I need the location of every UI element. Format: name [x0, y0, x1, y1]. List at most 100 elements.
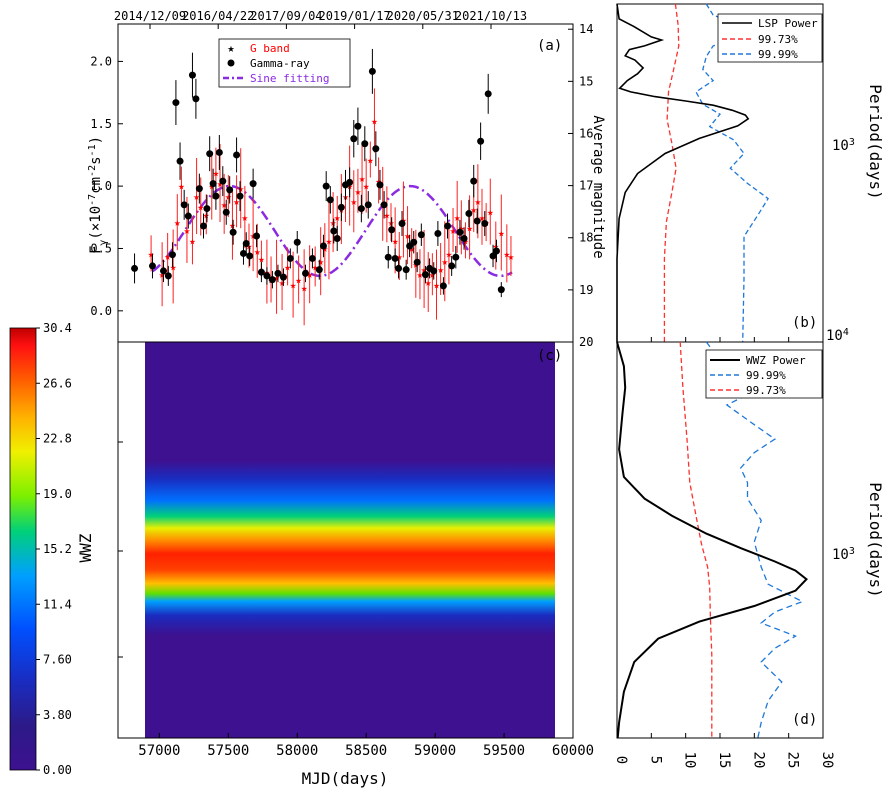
gband-point: ★: [213, 167, 220, 180]
gband-point: ★: [371, 114, 378, 127]
gamma-point: [398, 220, 406, 228]
gamma-point: [263, 272, 271, 280]
gamma-point: [226, 186, 234, 194]
wwz-heatmap: [145, 342, 555, 738]
gamma-point: [209, 180, 217, 188]
right-tick-label: 20: [579, 335, 593, 349]
gband-point: ★: [164, 250, 171, 263]
gamma-ray-series: [131, 48, 505, 298]
panel-d-x-tick-label: 10: [682, 752, 698, 769]
gband-point: ★: [425, 276, 432, 289]
mjd-tick-label: 59000: [414, 743, 456, 759]
colorbar-tick-label: 22.8: [43, 432, 72, 446]
gband-point: ★: [417, 268, 424, 281]
top-tick-label: 2021/10/13: [455, 9, 527, 23]
c9973-line: [663, 3, 680, 342]
gamma-point: [308, 254, 316, 262]
gband-point: ★: [290, 279, 297, 292]
gamma-point: [131, 264, 139, 272]
gamma-point: [199, 222, 207, 230]
gband-point: ★: [392, 234, 399, 247]
gamma-point: [253, 232, 261, 240]
top-date-axis: 2014/12/092016/04/222017/09/042019/01/17…: [114, 9, 527, 29]
gamma-point: [322, 182, 330, 190]
gband-point: ★: [400, 213, 407, 226]
gamma-point: [357, 205, 365, 213]
gband-point: ★: [197, 200, 204, 213]
gband-point: ★: [450, 224, 457, 237]
gband-point: ★: [334, 211, 341, 224]
left-tick-label: 0.5: [90, 241, 112, 255]
gamma-point: [246, 252, 254, 260]
gamma-point: [160, 267, 167, 275]
gamma-point: [492, 247, 500, 255]
gamma-point: [430, 267, 438, 275]
colorbar-ticks: 0.00 3.80 7.60 11.4 15.2 19.0 22.8 26.6 30.4: [36, 321, 72, 777]
gband-point: ★: [355, 185, 362, 198]
panel-d-x-tick-label: 25: [785, 752, 801, 769]
gband-point: ★: [273, 271, 280, 284]
legend-gamma: Gamma-ray: [250, 57, 310, 70]
panel-d-x-tick-label: 30: [819, 752, 835, 769]
gamma-point: [456, 228, 464, 236]
top-tick-label: 2020/05/31: [387, 9, 459, 23]
gband-point: ★: [254, 245, 261, 258]
gband-point: ★: [437, 263, 444, 276]
right-tick-label: 18: [579, 231, 593, 245]
gamma-point: [249, 180, 257, 188]
gamma-point: [388, 226, 396, 234]
left-tick-label: 0.0: [90, 304, 112, 318]
gamma-point: [215, 148, 223, 156]
panel-b: (b) 103 104 Period(days) LSP Power 99.73…: [616, 3, 885, 344]
gband-point: ★: [375, 174, 382, 187]
left-tick-label: 2.0: [90, 54, 112, 68]
gband-point: ★: [350, 195, 357, 208]
gamma-point: [330, 227, 338, 235]
gamma-point: [354, 122, 362, 130]
gamma-point: [236, 192, 244, 200]
gamma-point: [326, 196, 334, 204]
gamma-point: [380, 201, 388, 209]
gamma-point: [439, 282, 447, 290]
gamma-point: [286, 254, 294, 262]
gamma-point: [376, 181, 384, 189]
right-tick-label: 15: [579, 74, 593, 88]
c9973-line: [679, 341, 713, 738]
mjd-tick-label: 60000: [552, 743, 594, 759]
gamma-point: [444, 222, 452, 230]
colorbar-tick-label: 7.60: [43, 653, 72, 667]
gamma-point: [239, 249, 247, 257]
panel-d-ticks: 0 5 10 15 20 25 30: [613, 733, 835, 768]
gband-point: ★: [242, 211, 249, 224]
gband-point: ★: [229, 219, 236, 232]
gband-point: ★: [284, 260, 291, 273]
left-tick-label: 1.0: [90, 179, 112, 193]
gamma-point: [410, 238, 418, 246]
gband-point: ★: [429, 268, 436, 281]
gamma-point: [484, 90, 492, 98]
gband-point: ★: [193, 190, 200, 203]
gamma-point: [195, 185, 203, 193]
gband-series: ★★★★★★★★★★★★★★★★★★★★ ★★★★★★★★★★★★★★★★★★★★…: [148, 88, 515, 326]
gamma-point: [229, 228, 237, 236]
panel-d-legend: WWZ Power 99.99% 99.73%: [705, 349, 823, 399]
gamma-point: [337, 203, 345, 211]
panel-c-frame: [117, 341, 574, 739]
gamma-point: [242, 239, 250, 247]
gamma-point: [192, 95, 200, 103]
gamma-point: [274, 269, 282, 277]
gamma-point: [402, 266, 410, 274]
legend-lsp: LSP Power: [758, 17, 818, 30]
colorbar-label: WWZ: [76, 533, 95, 562]
gamma-point: [333, 234, 341, 242]
mjd-axis: 57000 57500 58000 58500 59000 59500 60000: [138, 733, 594, 759]
gband-point: ★: [306, 268, 313, 281]
panel-d-x-tick-label: 20: [750, 752, 766, 769]
top-tick-label: 2019/01/17: [318, 9, 390, 23]
right-tick-label: 16: [579, 126, 593, 140]
gamma-point: [164, 272, 172, 280]
colorbar-tick-label: 26.6: [43, 376, 72, 390]
sine-fitting-curve: [151, 184, 513, 278]
panel-c-label: (c): [537, 348, 562, 364]
right-tick-label: 17: [579, 179, 593, 193]
